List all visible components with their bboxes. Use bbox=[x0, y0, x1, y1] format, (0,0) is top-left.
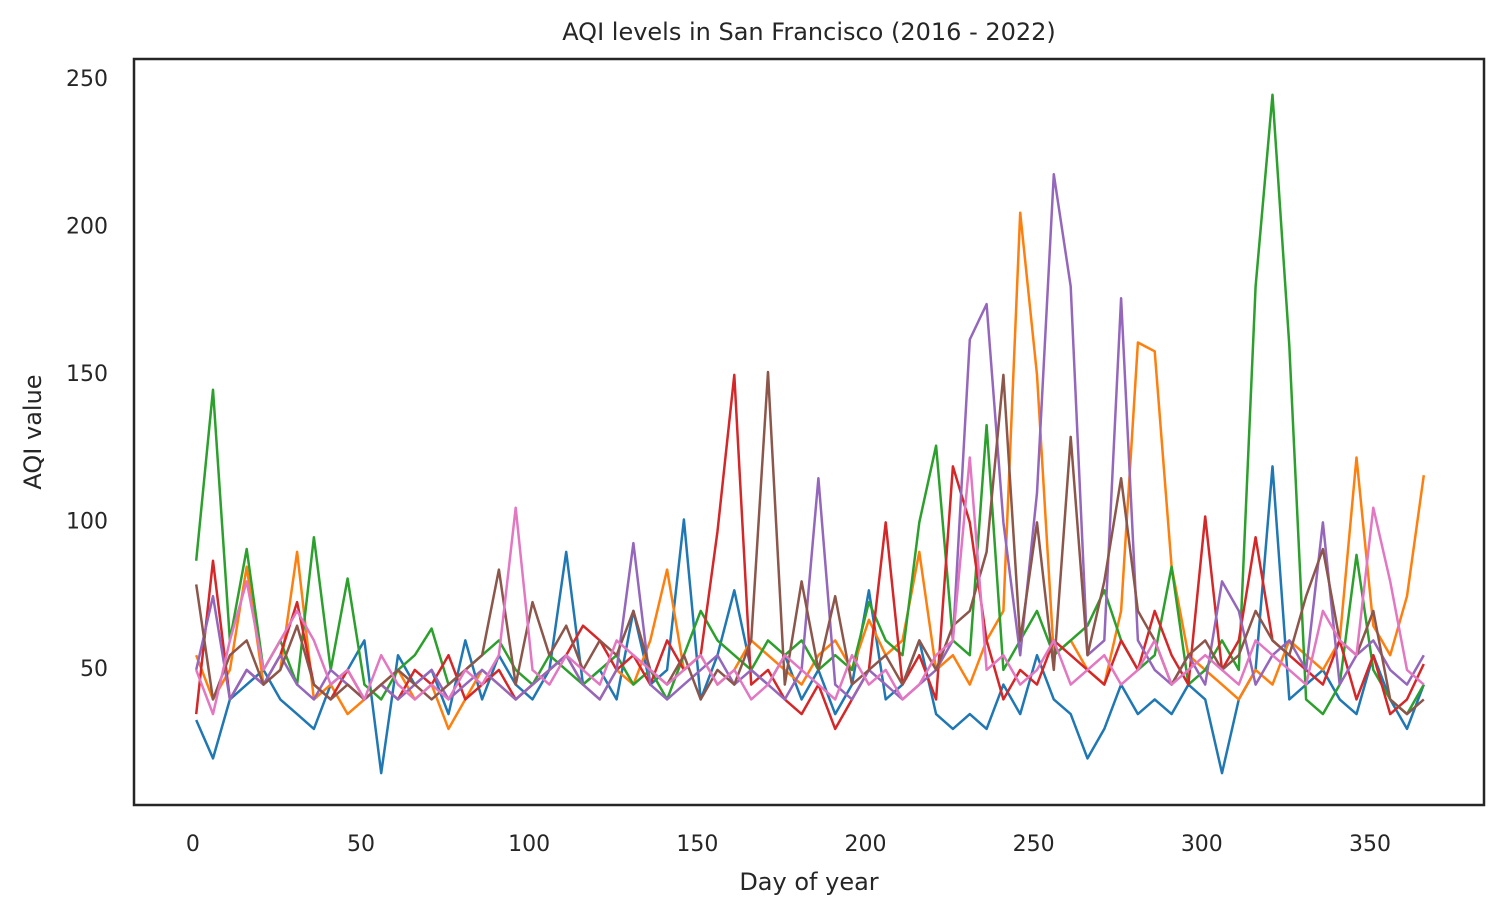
chart-title: AQI levels in San Francisco (2016 - 2022… bbox=[562, 18, 1056, 46]
plot-frame bbox=[132, 57, 1486, 807]
y-axis-label: AQI value bbox=[19, 374, 47, 489]
y-tick-label: 150 bbox=[66, 362, 108, 387]
y-tick-label: 50 bbox=[80, 657, 108, 682]
x-tick-label: 150 bbox=[676, 832, 718, 857]
series-line bbox=[195, 211, 1426, 731]
x-tick-label: 200 bbox=[845, 832, 887, 857]
y-tick-label: 100 bbox=[66, 509, 108, 534]
x-axis-label: Day of year bbox=[739, 868, 878, 896]
series-line bbox=[195, 456, 1425, 716]
series-line bbox=[195, 465, 1425, 775]
y-tick-label: 250 bbox=[66, 67, 108, 92]
x-tick-label: 300 bbox=[1181, 832, 1223, 857]
x-tick-label: 0 bbox=[186, 832, 200, 857]
series-line bbox=[194, 373, 1425, 731]
y-tick-label: 200 bbox=[66, 214, 108, 239]
series-line bbox=[194, 173, 1425, 701]
x-tick-label: 350 bbox=[1349, 832, 1391, 857]
x-tick-label: 50 bbox=[347, 832, 375, 857]
series-line bbox=[194, 370, 1425, 716]
x-tick-label: 100 bbox=[508, 832, 550, 857]
x-tick-label: 250 bbox=[1013, 832, 1055, 857]
